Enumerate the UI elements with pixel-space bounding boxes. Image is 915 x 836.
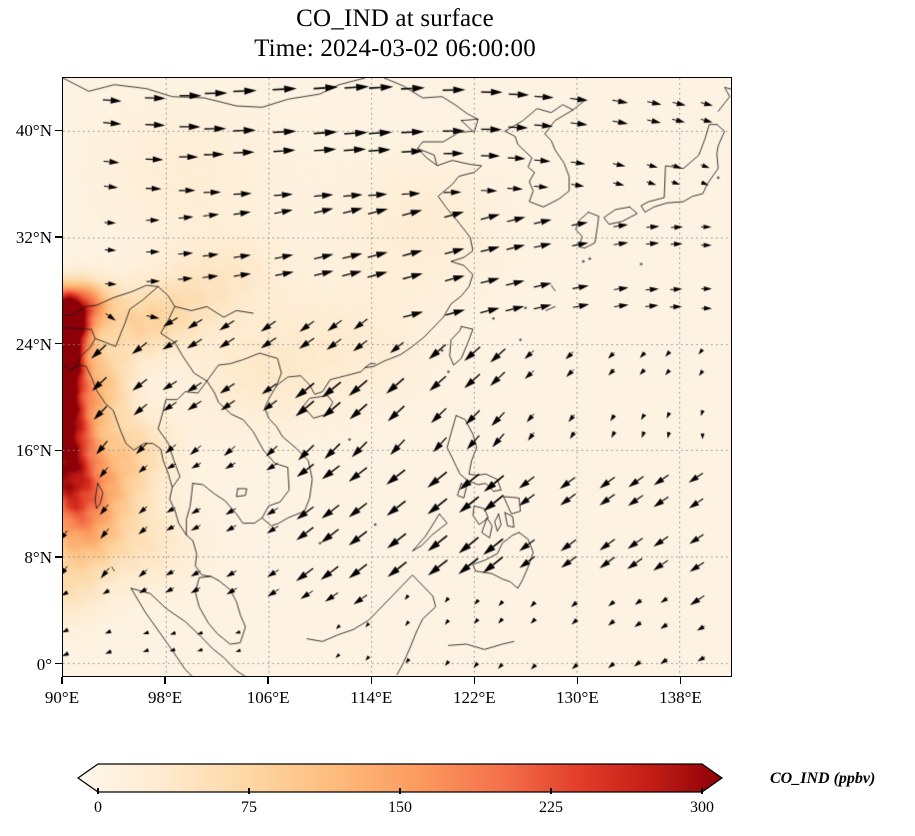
y-axis-tick-mark xyxy=(55,236,62,238)
x-axis-tick-mark xyxy=(370,677,373,684)
colorbar-tick-mark xyxy=(248,788,250,794)
y-axis-tick-mark xyxy=(55,449,62,452)
x-axis-tick-mark xyxy=(679,677,682,684)
x-axis-tick-label: 90°E xyxy=(44,688,80,707)
y-axis-tick-label: 32°N xyxy=(15,228,52,247)
x-axis-tick-label: 98°E xyxy=(147,688,183,707)
colorbar-tick-label: 225 xyxy=(539,799,563,816)
colorbar-tick-mark xyxy=(701,788,703,794)
x-axis-ticks: 90°E 98°E 106°E 114°E 122°E 130°E 138°E xyxy=(44,677,702,707)
page-title: CO_IND at surface xyxy=(296,5,494,32)
x-axis-tick-label: 106°E xyxy=(246,688,290,707)
colorbar-gradient xyxy=(76,763,724,793)
y-axis-tick-mark xyxy=(55,662,62,665)
x-axis-tick-label: 130°E xyxy=(556,688,599,707)
wind-vector-overlay xyxy=(63,78,731,676)
colorbar-label: CO_IND (ppbv) xyxy=(770,770,876,787)
y-axis-tick-label: 40°N xyxy=(15,121,52,141)
x-axis-tick-mark xyxy=(473,677,476,684)
y-axis-tick-mark xyxy=(55,342,62,345)
y-axis-tick-label: 0° xyxy=(36,654,52,674)
x-axis-tick-label: 114°E xyxy=(350,688,393,707)
colorbar: CO_IND (ppbv) 0 75 150 225 300 xyxy=(0,752,915,836)
x-axis-tick-label: 138°E xyxy=(659,688,702,707)
chart-title-block: CO_IND at surface Time: 2024-03-02 06:00… xyxy=(0,4,790,64)
colorbar-tick-label: 150 xyxy=(388,799,412,816)
x-axis-tick-mark xyxy=(576,677,579,684)
chart-subtitle: Time: 2024-03-02 06:00:00 xyxy=(254,35,536,62)
y-axis-tick-label: 16°N xyxy=(15,441,52,461)
colorbar-tick-mark xyxy=(550,788,552,794)
colorbar-tick-label: 0 xyxy=(94,799,102,816)
colorbar-tick-mark xyxy=(97,788,99,794)
x-axis-tick-label: 122°E xyxy=(452,688,496,707)
x-axis-tick-mark xyxy=(267,677,270,684)
colorbar-tick-mark xyxy=(399,788,401,794)
x-axis-tick-mark xyxy=(61,677,63,684)
y-axis-tick-mark xyxy=(55,556,62,558)
colorbar-tick-label: 75 xyxy=(241,799,257,816)
colorbar-tick-label: 300 xyxy=(690,799,714,816)
y-axis-ticks: 0° 8°N 16°N 24°N 32°N 40°N xyxy=(15,121,62,674)
y-axis-tick-label: 24°N xyxy=(15,334,52,354)
x-axis-tick-mark xyxy=(164,677,166,684)
y-axis-tick-label: 8°N xyxy=(24,548,52,567)
y-axis-tick-mark xyxy=(55,129,62,132)
